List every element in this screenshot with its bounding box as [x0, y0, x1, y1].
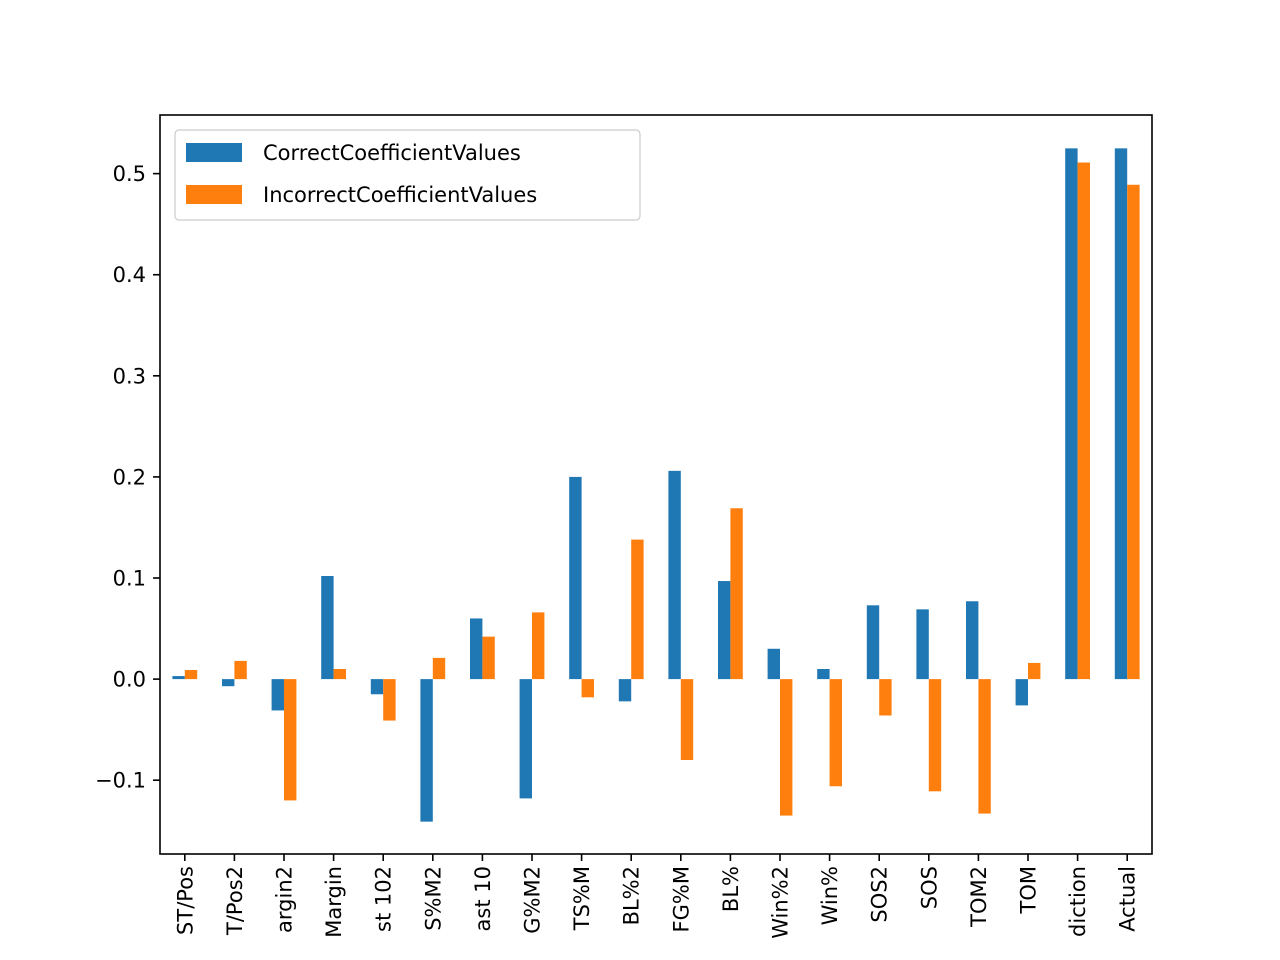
x-tick-label: TS%M	[570, 866, 594, 931]
x-tick-label: Win%	[818, 866, 842, 925]
bar-correct-1	[222, 679, 235, 687]
bar-correct-7	[519, 679, 532, 799]
y-tick-label: 0.2	[113, 465, 146, 489]
x-tick-label: TOM2	[967, 866, 991, 928]
legend-swatch-incorrect	[186, 185, 242, 204]
legend-label-correct: CorrectCoefficientValues	[263, 141, 521, 165]
bar-incorrect-9	[631, 539, 644, 680]
bar-incorrect-16	[978, 679, 991, 814]
bar-correct-6	[470, 618, 483, 680]
bar-correct-15	[916, 609, 929, 680]
bar-correct-8	[569, 476, 582, 680]
x-tick-label: st 102	[372, 866, 396, 932]
bar-incorrect-5	[432, 657, 446, 680]
y-axis: −0.1 0.0 0.1 0.2 0.3 0.4 0.5	[95, 162, 160, 793]
y-tick-label: 0.3	[113, 364, 146, 388]
bar-incorrect-14	[879, 679, 892, 716]
y-tick-label: 0.1	[113, 567, 146, 591]
x-tick-label: SOS	[917, 866, 941, 909]
y-tick-label: 0.5	[113, 162, 146, 186]
y-tick-label: 0.0	[113, 668, 146, 692]
x-tick-label: S%M2	[421, 866, 445, 931]
bar-correct-12	[767, 648, 780, 680]
x-tick-label: diction	[1066, 866, 1090, 937]
bar-correct-4	[370, 679, 384, 695]
bars-group	[172, 148, 1140, 822]
bar-incorrect-18	[1077, 162, 1090, 680]
bar-incorrect-11	[730, 508, 743, 680]
y-tick-label: 0.4	[113, 263, 146, 287]
x-tick-label: SOS2	[868, 866, 892, 923]
x-tick-label: ST/Pos	[173, 866, 197, 935]
bar-incorrect-8	[581, 679, 594, 698]
bar-correct-16	[966, 601, 979, 680]
x-tick-label: BL%	[719, 866, 743, 912]
bar-correct-5	[420, 679, 433, 822]
bar-incorrect-17	[1028, 662, 1041, 680]
bar-incorrect-0	[184, 670, 198, 680]
legend-swatch-correct	[186, 143, 242, 162]
x-tick-label: FG%M	[669, 866, 693, 932]
x-tick-label: argin2	[273, 866, 297, 933]
bar-correct-14	[866, 605, 880, 680]
bar-incorrect-15	[928, 679, 942, 792]
legend-label-incorrect: IncorrectCoefficientValues	[263, 183, 537, 207]
bar-incorrect-10	[680, 679, 694, 760]
bar-correct-13	[817, 669, 830, 680]
bar-correct-10	[668, 470, 681, 680]
x-tick-label: BL%2	[620, 866, 644, 925]
x-tick-label: Margin	[322, 866, 346, 938]
x-tick-label: ast 10	[471, 866, 495, 931]
legend-box	[174, 129, 641, 221]
bar-incorrect-4	[383, 679, 396, 721]
bar-incorrect-7	[532, 612, 545, 680]
bar-incorrect-12	[780, 679, 793, 816]
bar-correct-9	[618, 679, 632, 702]
bar-correct-17	[1015, 679, 1028, 706]
x-tick-label: TOM	[1017, 866, 1041, 914]
bar-incorrect-1	[234, 660, 247, 680]
x-tick-label: Win%2	[769, 866, 793, 939]
bar-incorrect-6	[482, 636, 495, 680]
bar-incorrect-3	[333, 669, 346, 680]
x-tick-label: T/Pos2	[223, 866, 247, 936]
x-tick-label: G%M2	[521, 866, 545, 934]
bar-correct-19	[1114, 148, 1128, 680]
bar-correct-11	[718, 581, 731, 680]
bar-correct-3	[321, 575, 334, 680]
bar-correct-2	[271, 679, 284, 711]
x-axis: ST/Pos T/Pos2 argin2 Margin st 102 S%M2 ast 10…	[173, 854, 1140, 939]
y-tick-label: −0.1	[95, 769, 146, 793]
bar-correct-18	[1065, 148, 1078, 680]
plot-frame	[159, 114, 1153, 855]
bar-incorrect-2	[284, 679, 297, 801]
bar-incorrect-13	[829, 679, 842, 787]
bar-correct-0	[172, 676, 185, 680]
x-tick-label: Actual	[1116, 866, 1140, 932]
bar-incorrect-19	[1127, 184, 1140, 680]
legend: CorrectCoefficientValues IncorrectCoeffi…	[174, 129, 641, 221]
